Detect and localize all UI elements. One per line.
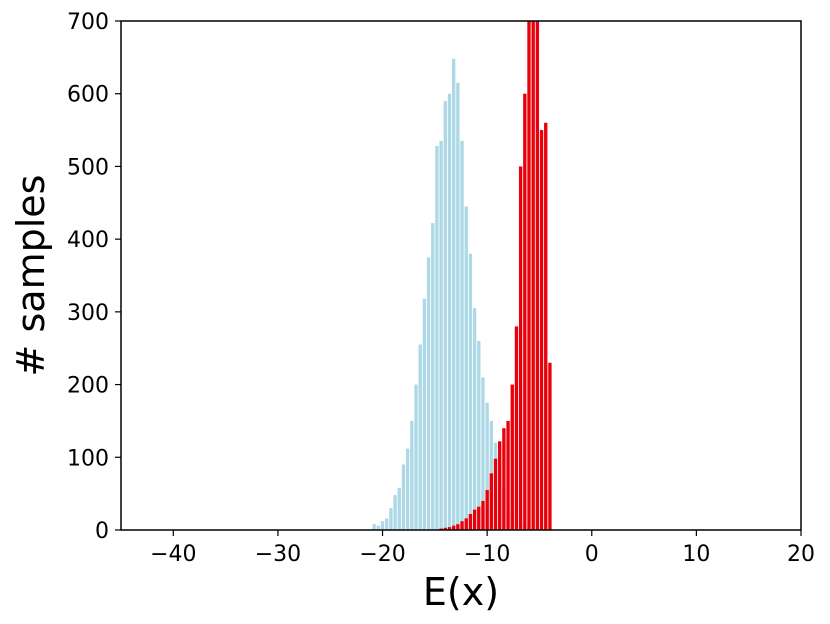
bar: [493, 458, 498, 530]
y-tick-label: 400: [67, 228, 109, 253]
bar: [502, 428, 506, 530]
bar: [422, 298, 427, 530]
bar: [447, 93, 452, 530]
y-axis-label: # samples: [9, 175, 53, 377]
bar: [464, 206, 468, 530]
bar: [389, 508, 393, 530]
y-tick-label: 0: [95, 519, 109, 544]
bar: [460, 140, 464, 530]
x-tick-label: 0: [585, 542, 599, 567]
series-1: [439, 21, 552, 531]
bar: [456, 524, 460, 530]
bar: [376, 525, 381, 530]
bar: [510, 384, 514, 530]
x-tick-label: 10: [682, 542, 710, 567]
bar: [443, 100, 447, 530]
x-axis: −40 −30 −20 −10 0 10 20: [150, 530, 815, 567]
bar: [514, 326, 519, 530]
bar: [452, 525, 456, 530]
bar: [447, 527, 452, 530]
x-tick-label: −40: [150, 542, 196, 567]
bar: [477, 506, 481, 530]
y-tick-label: 100: [67, 446, 109, 471]
bar: [481, 377, 485, 530]
y-tick-label: 700: [67, 10, 109, 35]
bar: [452, 58, 456, 530]
bar: [539, 130, 544, 531]
y-tick-label: 500: [67, 155, 109, 180]
bar: [477, 340, 481, 530]
y-tick-label: 600: [67, 83, 109, 108]
bar: [431, 223, 435, 530]
bars-layer: [372, 21, 552, 531]
bar: [418, 344, 422, 530]
bar: [380, 521, 385, 530]
bar: [523, 93, 527, 530]
bar: [485, 490, 489, 530]
plot-frame: [120, 20, 802, 531]
bar: [401, 464, 406, 530]
bar: [498, 441, 502, 530]
bar: [472, 509, 477, 530]
bar: [397, 487, 401, 530]
bar: [544, 122, 548, 531]
bar: [464, 518, 468, 530]
bar: [414, 384, 418, 530]
bar: [443, 527, 447, 530]
y-tick-label: 200: [67, 374, 109, 399]
bar: [548, 362, 552, 530]
bar: [485, 402, 489, 530]
x-axis-label: E(x): [423, 570, 499, 614]
bar: [468, 514, 473, 530]
x-tick-label: 20: [787, 542, 815, 567]
bar: [426, 257, 431, 530]
x-tick-label: −30: [255, 542, 301, 567]
bar: [385, 518, 389, 530]
bar: [456, 82, 460, 531]
bar: [439, 140, 443, 530]
bar: [527, 21, 531, 530]
y-tick-label: 300: [67, 301, 109, 326]
x-tick-label: −20: [359, 542, 405, 567]
series-0: [372, 58, 540, 531]
bar: [405, 448, 410, 530]
bar: [531, 21, 535, 530]
bar: [506, 420, 510, 530]
bar: [518, 166, 523, 530]
bar: [468, 253, 473, 530]
bar: [410, 420, 414, 530]
bar: [435, 146, 439, 530]
bar: [393, 495, 397, 530]
bar: [481, 500, 485, 530]
bar: [472, 308, 477, 530]
bar: [460, 521, 464, 530]
bar: [372, 524, 376, 530]
bar: [489, 473, 494, 530]
x-tick-label: −10: [464, 542, 510, 567]
y-axis: 0 100 200 300 400 500 600 700: [67, 10, 121, 544]
bar: [535, 21, 540, 530]
